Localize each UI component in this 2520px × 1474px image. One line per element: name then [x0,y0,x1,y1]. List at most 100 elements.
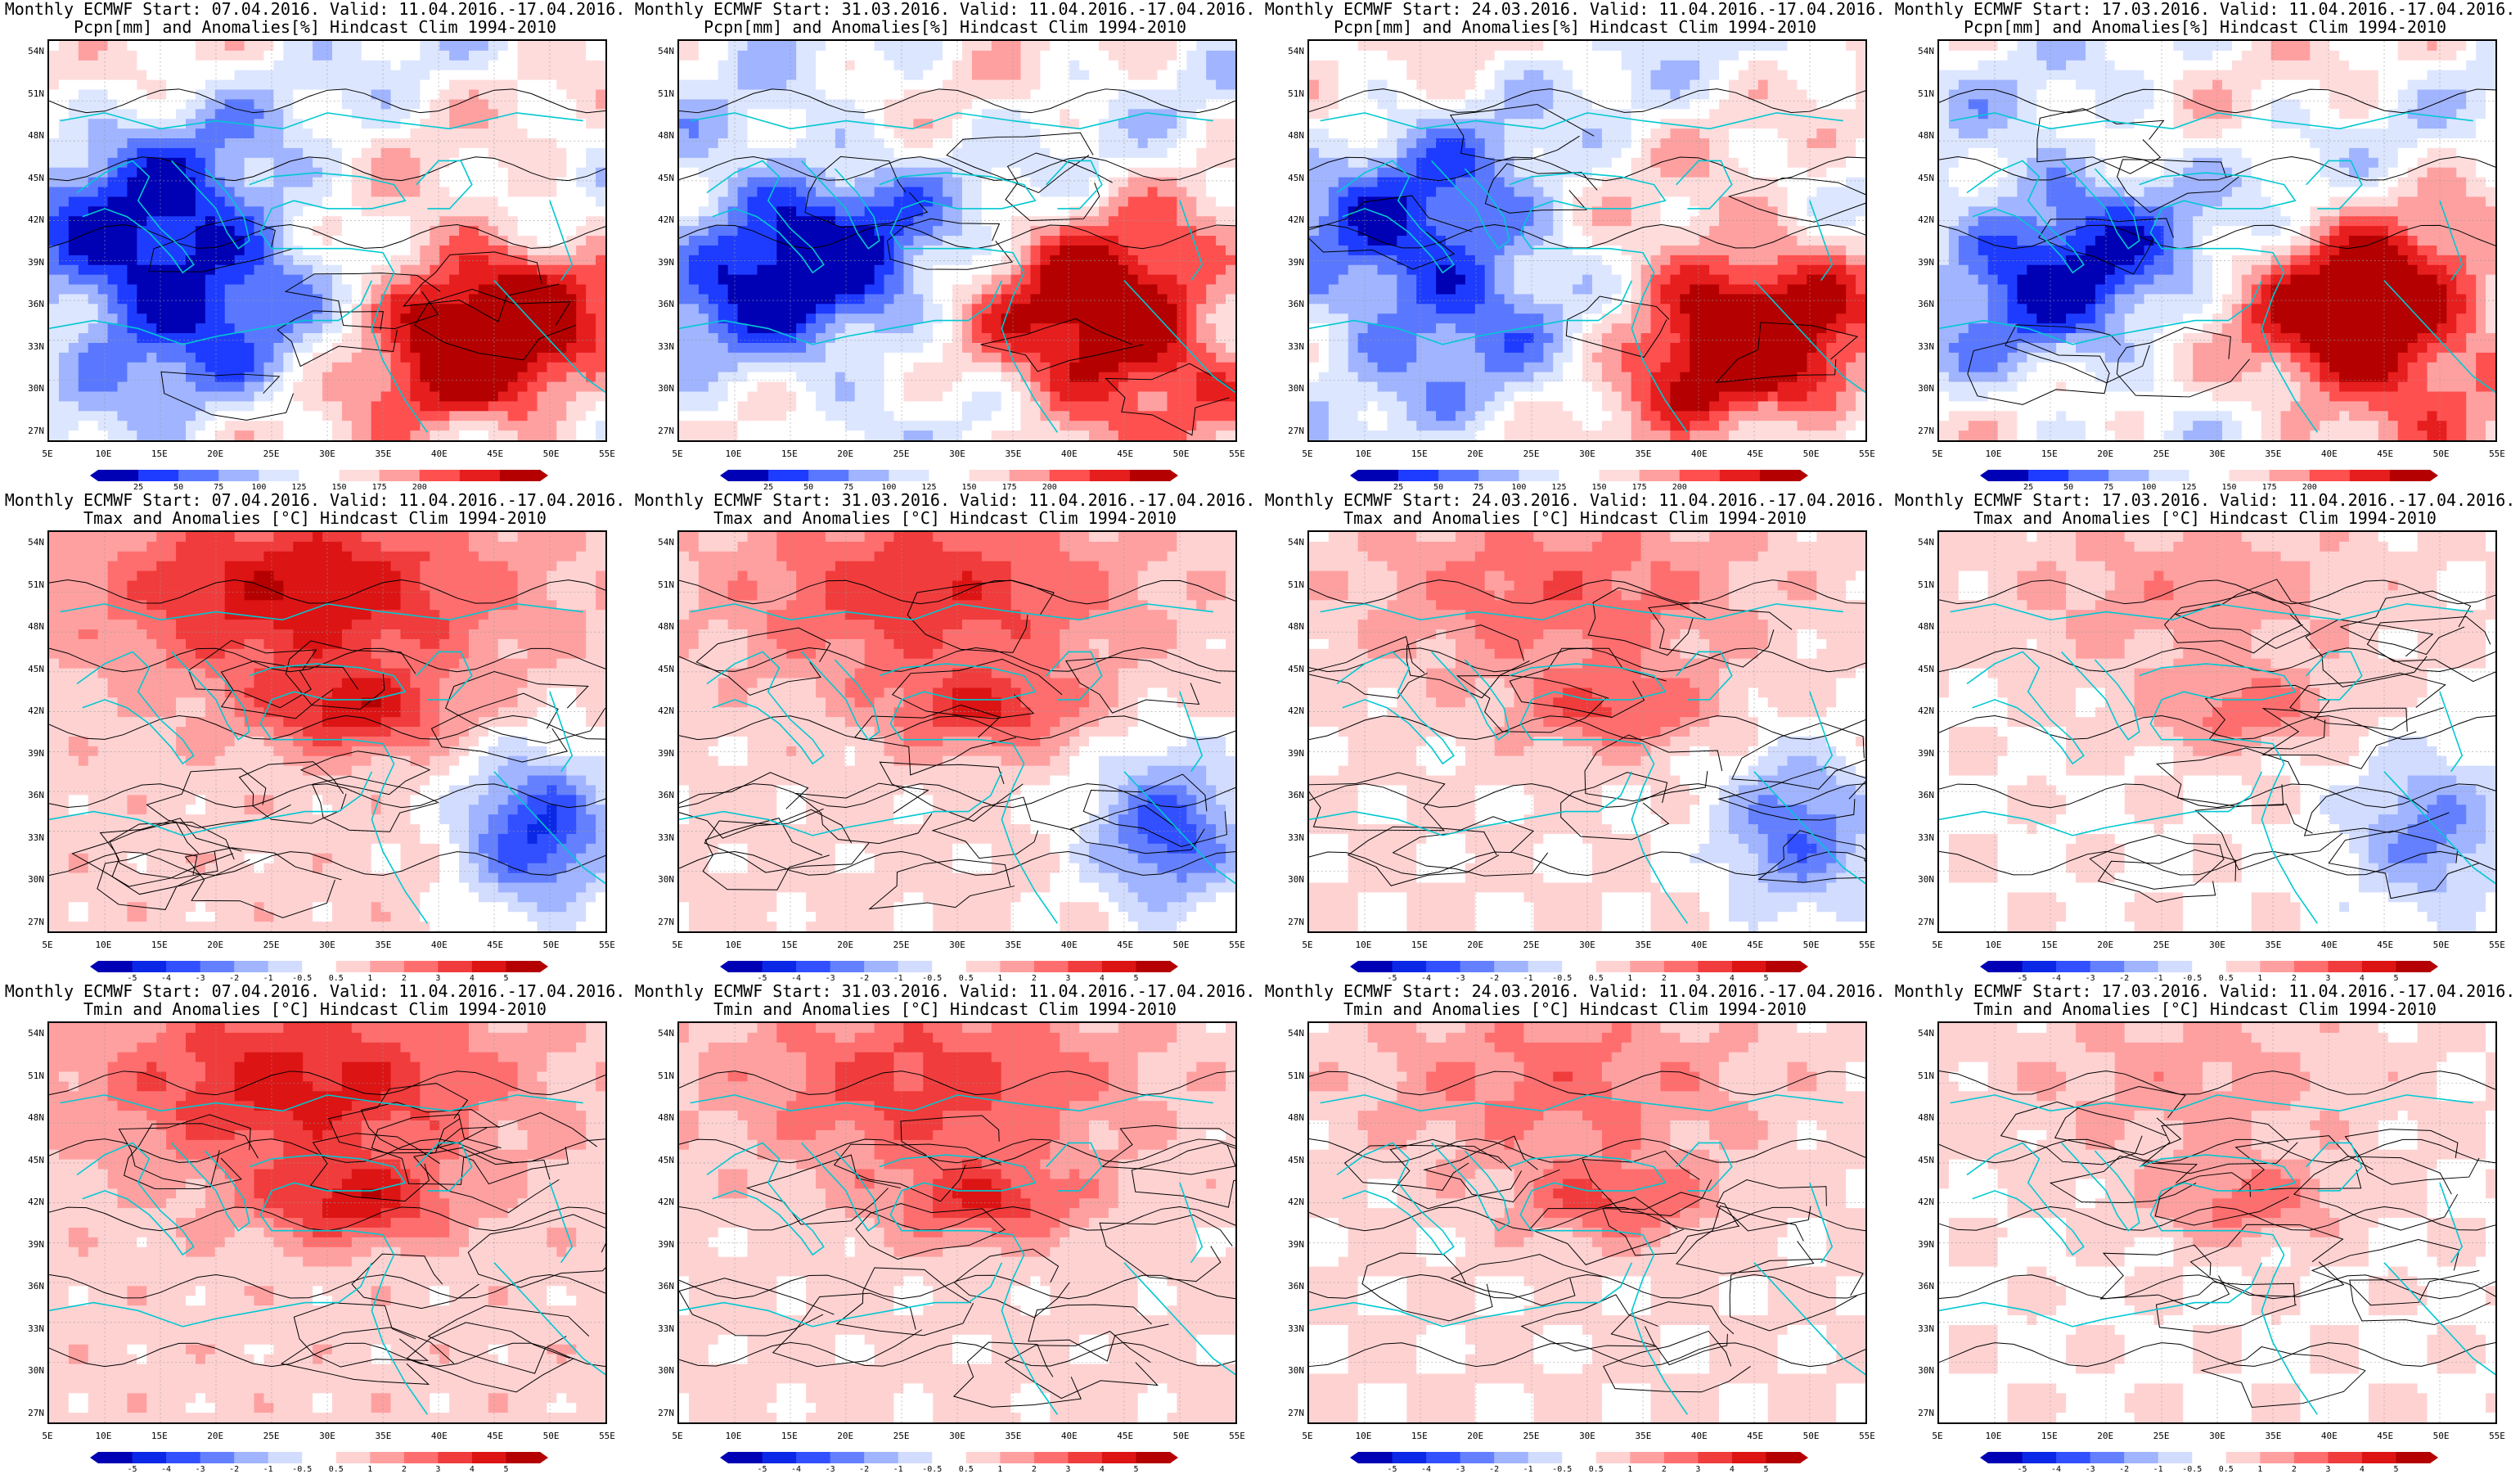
colorbar-swatch [796,961,830,972]
lat-label: 48N [630,130,674,141]
panel-title-line1: Monthly ECMWF Start: 07.04.2016. Valid: … [0,491,630,510]
lon-label: 20E [837,1431,853,1441]
lat-label: 54N [0,537,44,548]
lat-label: 51N [630,1071,674,1081]
lon-label: 25E [2153,940,2170,950]
colorbar-swatch [268,961,303,972]
lon-label: 35E [375,449,391,459]
lat-label: 42N [0,214,44,225]
colorbar-tick-label: 5 [1133,1465,1138,1474]
lat-label: 30N [0,874,44,885]
lon-label: 50E [2433,940,2450,950]
colorbar-swatch [2260,1452,2294,1463]
lon-label: 55E [2489,449,2505,459]
lon-label: 15E [1411,1431,1428,1441]
panel-tmin-start-24-03: Monthly ECMWF Start: 24.03.2016. Valid: … [1260,982,1890,1473]
lat-label: 45N [1260,664,1304,674]
lon-label: 15E [2041,449,2058,459]
colorbar-swatch [2260,961,2294,972]
colorbar-swatch [1000,961,1034,972]
lat-label: 39N [0,257,44,268]
colorbar-tick-label: -5 [758,1465,767,1474]
colorbar-swatch [268,1452,303,1463]
lon-label: 45E [1747,940,1763,950]
colorbar-swatch [166,1452,200,1463]
panel-title-line2: Tmin and Anomalies [°C] Hindcast Clim 19… [0,1000,630,1019]
colorbar-swatch [2192,961,2226,972]
colorbar-swatch [932,1452,966,1463]
colorbar-swatch [1398,470,1439,481]
colorbar-swatch [1426,1452,1460,1463]
colorbar-swatch [2328,1452,2362,1463]
colorbar [1350,961,1808,972]
colorbar-swatch [500,470,541,481]
colorbar-swatch [763,1452,797,1463]
colorbar-swatch [929,470,970,481]
map-tmin [1937,1021,2497,1424]
lon-label: 25E [2153,1431,2170,1441]
colorbar-tick-label: 2 [402,1465,407,1474]
colorbar-tick-label: -4 [2051,1465,2061,1474]
lat-label: 51N [1890,1071,1934,1081]
lon-label: 25E [893,940,910,950]
lon-label: 50E [543,940,560,950]
colorbar-swatch [166,961,200,972]
lat-label: 54N [1890,1028,1934,1039]
lat-label: 36N [0,790,44,800]
colorbar-tick-label: -5 [1388,1465,1397,1474]
colorbar-min-arrow [90,1452,98,1463]
panel-title-line1: Monthly ECMWF Start: 17.03.2016. Valid: … [1890,982,2520,1001]
lon-label: 5E [1932,1431,1942,1441]
colorbar-swatch [336,961,371,972]
colorbar-swatch [2230,470,2270,481]
panel-title-line1: Monthly ECMWF Start: 31.03.2016. Valid: … [630,491,1260,510]
lon-label: 45E [1747,1431,1763,1441]
colorbar-swatch [830,1452,865,1463]
lon-label: 10E [1985,940,2001,950]
colorbar-tick-label: 0.5 [329,1465,344,1474]
colorbar-swatch [460,470,501,481]
map-tmax [1937,530,2497,933]
colorbar-tick-label: -4 [791,1465,801,1474]
colorbar-tick-label: -1 [1523,1465,1533,1474]
colorbar-swatch [1068,1452,1102,1463]
lon-label: 55E [1229,1431,1245,1441]
lat-label: 36N [1890,1281,1934,1291]
colorbar-swatch [1358,1452,1393,1463]
colorbar-swatch [1050,470,1091,481]
lon-label: 15E [2041,940,2058,950]
lat-label: 48N [1260,1112,1304,1123]
panel-tmax-start-24-03: Monthly ECMWF Start: 24.03.2016. Valid: … [1260,491,1890,982]
panel-title-line2: Tmin and Anomalies [°C] Hindcast Clim 19… [630,1000,1260,1019]
colorbar-swatch [1988,470,2029,481]
lon-label: 45E [1117,940,1133,950]
panel-title-line2: Tmax and Anomalies [°C] Hindcast Clim 19… [1890,509,2520,528]
colorbar-tick-label: -1 [263,1465,273,1474]
colorbar-tick-label: -3 [1456,1465,1465,1474]
colorbar-swatch [864,1452,898,1463]
lon-label: 15E [2041,1431,2058,1441]
colorbar-swatch [2158,1452,2193,1463]
colorbar-tick-label: -1 [893,1465,903,1474]
panel-title-line2: Pcpn[mm] and Anomalies[%] Hindcast Clim … [1260,18,1890,37]
colorbar-tick-label: 2 [1032,1465,1037,1474]
colorbar-swatch [1559,470,1600,481]
colorbar-swatch [763,961,797,972]
colorbar-swatch [420,470,461,481]
colorbar-swatch [2158,961,2193,972]
lon-label: 40E [2321,1431,2338,1441]
colorbar-swatch [98,961,133,972]
lat-label: 45N [1890,1155,1934,1165]
colorbar-swatch [1034,1452,1069,1463]
colorbar-swatch [768,470,809,481]
colorbar-swatch [1393,1452,1427,1463]
lat-label: 27N [630,917,674,927]
panel-precip-start-07-04: Monthly ECMWF Start: 07.04.2016. Valid: … [0,0,630,491]
lat-label: 54N [1890,46,1934,56]
colorbar-tick-label: -3 [196,1465,205,1474]
lon-label: 40E [2321,449,2338,459]
lat-label: 33N [0,1323,44,1334]
colorbar-swatch [1460,1452,1495,1463]
lat-label: 45N [0,664,44,674]
colorbar-swatch [234,1452,268,1463]
